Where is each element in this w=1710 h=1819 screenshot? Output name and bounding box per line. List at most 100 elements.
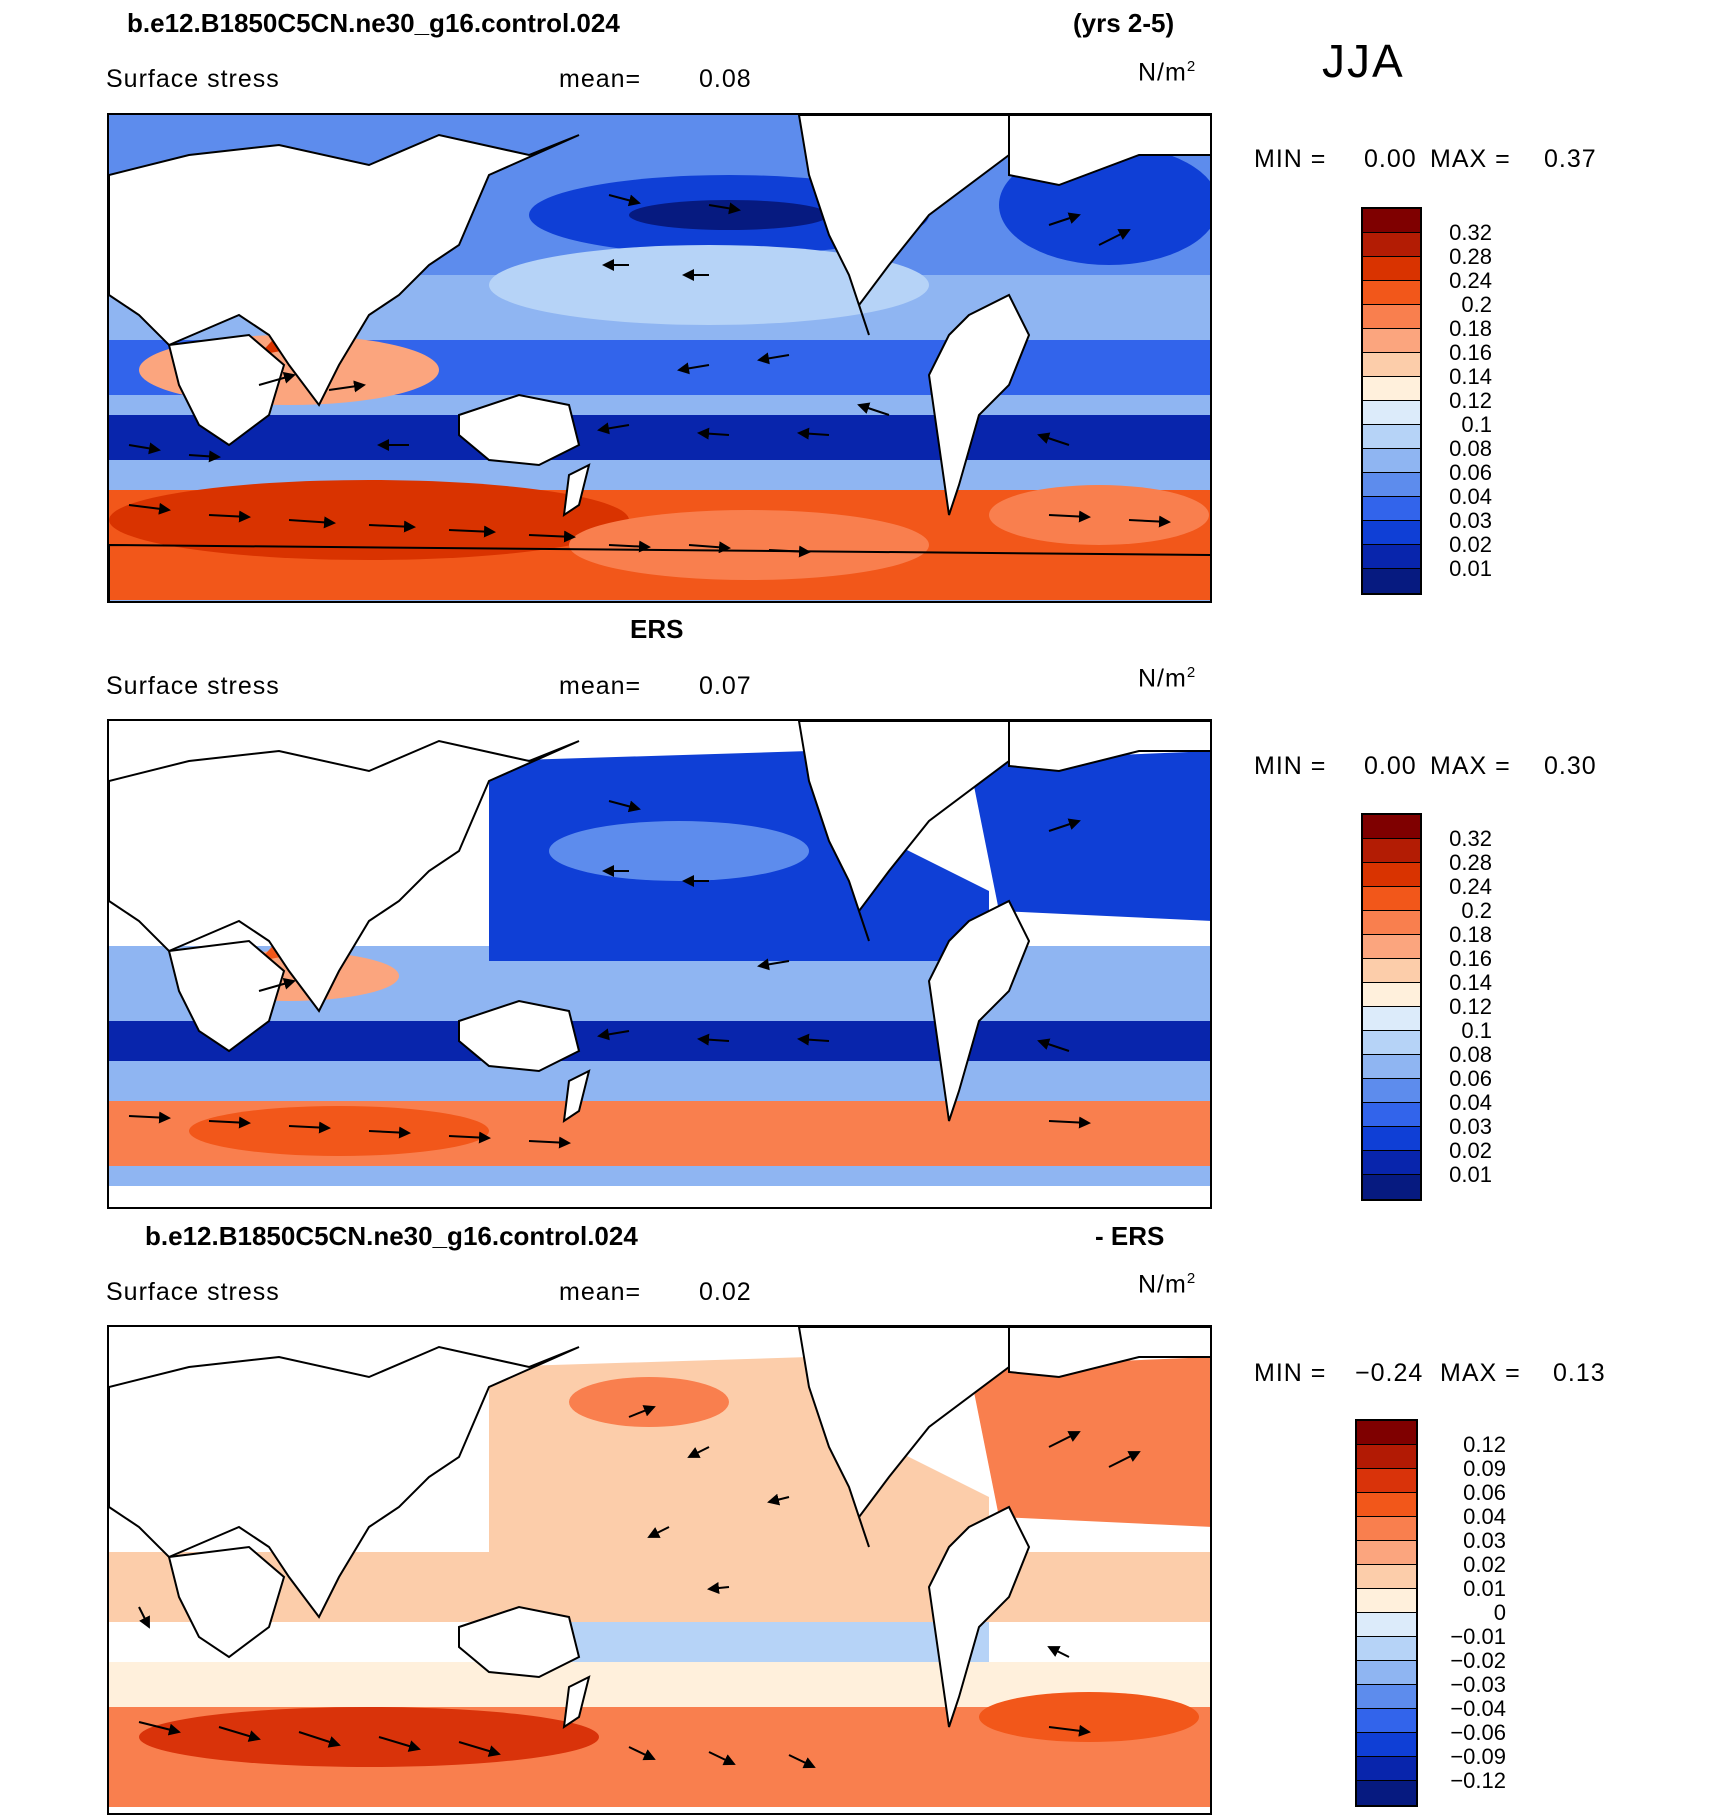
colorbar-segment [1363, 377, 1420, 401]
panel2-variable: Surface stress [106, 672, 280, 700]
vector [677, 362, 710, 375]
panel3-colorbar [1355, 1419, 1418, 1807]
vector [128, 502, 171, 515]
vector [1048, 1116, 1091, 1129]
colorbar-tick-label: 0.28 [1449, 850, 1492, 875]
vector [688, 541, 731, 554]
panel1-mean-value: 0.08 [699, 65, 752, 93]
vector [448, 1131, 491, 1144]
panel2-map [107, 719, 1212, 1209]
panel2-npac-weak [549, 821, 809, 881]
panel2-band-trades-s [109, 1021, 1210, 1061]
colorbar-segment [1363, 863, 1420, 887]
colorbar-tick-label: 0.03 [1449, 1114, 1492, 1139]
vector [757, 352, 790, 365]
vector [288, 1121, 331, 1134]
colorbar-tick-label: 0.04 [1449, 484, 1492, 509]
colorbar-segment [1357, 1421, 1416, 1445]
colorbar-segment [1363, 425, 1420, 449]
colorbar-tick-label: 0.18 [1449, 316, 1492, 341]
colorbar-tick-label: −0.09 [1450, 1744, 1506, 1769]
vector [378, 1736, 421, 1752]
vector [708, 202, 741, 215]
panel2-map-svg [109, 721, 1210, 1207]
colorbar-tick-label: 0.2 [1461, 292, 1492, 317]
vector [1128, 515, 1171, 528]
colorbar-segment [1363, 353, 1420, 377]
vector [258, 371, 296, 386]
panel2-max-label: MAX = [1430, 752, 1511, 780]
colorbar-tick-label: −0.12 [1450, 1768, 1506, 1793]
colorbar-tick-label: −0.04 [1450, 1696, 1506, 1721]
vector [608, 800, 641, 813]
colorbar-segment [1357, 1757, 1416, 1781]
colorbar-tick-label: 0.12 [1463, 1432, 1506, 1457]
season-label: JJA [1322, 35, 1405, 87]
vector [768, 545, 811, 558]
vector [697, 1033, 730, 1046]
colorbar-segment [1363, 983, 1420, 1007]
colorbar-tick-label: 0.02 [1449, 532, 1492, 557]
colorbar-segment [1357, 1565, 1416, 1589]
panel3-so-peak [139, 1707, 599, 1767]
colorbar-segment [1363, 911, 1420, 935]
vector [1037, 1038, 1070, 1052]
colorbar-tick-label: 0.28 [1449, 244, 1492, 269]
colorbar-tick-label: 0.02 [1449, 1138, 1492, 1163]
panel3-max-value: 0.13 [1553, 1359, 1606, 1387]
panel3-mean-label: mean= [559, 1278, 642, 1306]
colorbar-segment [1363, 1127, 1420, 1151]
vector [188, 450, 221, 463]
colorbar-tick-label: 0.09 [1463, 1456, 1506, 1481]
colorbar-segment [1363, 329, 1420, 353]
vector [597, 1028, 630, 1041]
colorbar-segment [1357, 1517, 1416, 1541]
colorbar-tick-label: 0.08 [1449, 436, 1492, 461]
panel3-title-left: b.e12.B1850C5CN.ne30_g16.control.024 [145, 1221, 638, 1251]
panel2-min-value: 0.00 [1364, 752, 1417, 780]
colorbar-segment [1363, 233, 1420, 257]
vector [687, 1446, 710, 1458]
vector [647, 1526, 670, 1538]
panel2-title: ERS [630, 614, 684, 644]
colorbar-tick-label: 0.06 [1449, 1066, 1492, 1091]
panel2-vectors [128, 800, 1091, 1149]
panel1-units-base: N/m [1138, 58, 1187, 87]
panel1-units-exp: 2 [1186, 58, 1197, 75]
vector [628, 1746, 656, 1761]
panel3-npac-peak [569, 1377, 729, 1427]
colorbar-tick-label: 0.03 [1449, 508, 1492, 533]
vector [448, 525, 496, 538]
panel1-map-svg [109, 115, 1210, 601]
colorbar-tick-label: 0.24 [1449, 268, 1492, 293]
panel3-map-svg [109, 1327, 1210, 1813]
panel3-variable: Surface stress [106, 1278, 280, 1306]
panel2-max-value: 0.30 [1544, 752, 1597, 780]
vector [608, 194, 641, 207]
colorbar-segment [1363, 887, 1420, 911]
colorbar-segment [1363, 839, 1420, 863]
panel2-colorbar [1361, 813, 1422, 1201]
colorbar-tick-label: 0.32 [1449, 826, 1492, 851]
colorbar-segment [1357, 1541, 1416, 1565]
panel1-min-value: 0.00 [1364, 145, 1417, 173]
colorbar-tick-label: 0.32 [1449, 220, 1492, 245]
colorbar-segment [1363, 815, 1420, 839]
vector [218, 1726, 261, 1742]
colorbar-tick-label: 0.1 [1461, 1018, 1492, 1043]
colorbar-tick-label: 0.14 [1449, 364, 1492, 389]
vector [788, 1754, 816, 1769]
vector [1048, 1431, 1081, 1448]
colorbar-segment [1357, 1589, 1416, 1613]
colorbar-tick-label: 0.18 [1449, 922, 1492, 947]
panel1-title-left: b.e12.B1850C5CN.ne30_g16.control.024 [127, 8, 620, 38]
colorbar-segment [1357, 1781, 1416, 1805]
vector [1108, 1451, 1141, 1468]
vector [1047, 1646, 1070, 1658]
vector [298, 1731, 341, 1748]
vector [1048, 212, 1081, 226]
vector [138, 1721, 181, 1736]
colorbar-segment [1363, 1103, 1420, 1127]
vector [528, 1136, 571, 1149]
